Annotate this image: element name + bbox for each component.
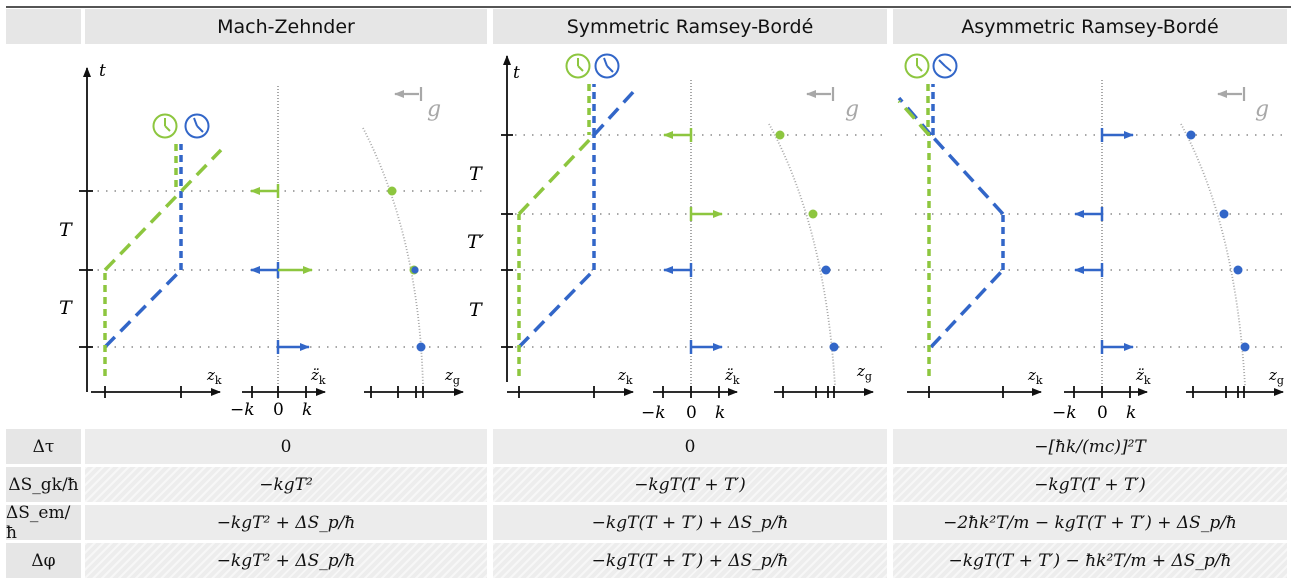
clock-icon-green (904, 53, 930, 79)
tick-label-plus-k: k (302, 400, 312, 420)
momentum-kick-arrows (1074, 128, 1134, 354)
acceleration-axis-label: z̈k (310, 366, 326, 387)
cell-proper-time-symmetric: 0 (493, 429, 887, 464)
trajectory-point (775, 130, 785, 140)
acceleration-axis-label: z̈k (1135, 366, 1151, 387)
tick-label-zero: 0 (1097, 403, 1108, 423)
interval-label-T: T (469, 163, 483, 185)
interferometer-paths (103, 144, 223, 376)
cell-em-action-asymmetric: −2ħk²T/m − kgT(T + T′) + ΔS_p/ħ (893, 505, 1287, 540)
cell-phase-mach-zehnder: −kgT² + ΔS_p/ħ (85, 543, 487, 578)
trajectory-point (829, 342, 839, 352)
mach-zehnder-diagram: t T T zk z̈k −k 0 k zg g (59, 61, 485, 420)
tick-label-minus-k: −k (641, 403, 666, 423)
tick-label-plus-k: k (715, 403, 725, 423)
trajectory-point (411, 266, 419, 274)
tick-label-minus-k: −k (1052, 403, 1077, 423)
tick-label-zero: 0 (273, 400, 284, 420)
cell-em-action-symmetric: −kgT(T + T′) + ΔS_p/ħ (493, 505, 887, 540)
trajectory-point (1240, 342, 1250, 352)
clock-icon-blue (184, 113, 210, 139)
free-fall-trajectory (362, 127, 424, 387)
symmetric-ramsey-borde-diagram: t T T′ T zk z̈k −k 0 k zg g (467, 53, 885, 423)
time-axis-label: t (99, 61, 106, 81)
trajectory-point (821, 265, 831, 275)
interval-label-T: T (59, 297, 73, 319)
table-top-rule (6, 6, 1291, 8)
cell-proper-time-mach-zehnder: 0 (85, 429, 487, 464)
gravity-label: g (845, 97, 859, 122)
tick-label-zero: 0 (686, 403, 697, 423)
cell-em-action-mach-zehnder: −kgT² + ΔS_p/ħ (85, 505, 487, 540)
row-label-gk-action: ΔS_gk/ħ (6, 467, 81, 502)
cell-gk-action-symmetric: −kgT(T + T′) (493, 467, 887, 502)
pulse-time-gridlines (515, 134, 885, 348)
momentum-kick-arrows (663, 128, 723, 354)
tick-label-minus-k: −k (230, 400, 255, 420)
trajectory-point (808, 209, 818, 219)
zg-axis-label: zg (856, 362, 872, 383)
zg-axis-label: zg (1268, 366, 1284, 387)
cell-gk-action-asymmetric: −kgT(T + T′) (893, 467, 1287, 502)
zg-axis-label: zg (444, 366, 460, 387)
trajectory-point (1219, 209, 1229, 219)
time-axis-label: t (513, 63, 520, 83)
trajectory-point (1186, 130, 1196, 140)
tick-label-plus-k: k (1126, 403, 1136, 423)
pulse-time-gridlines (915, 134, 1285, 348)
gravity-label: g (427, 97, 441, 122)
clock-icon-blue (594, 53, 620, 79)
gravity-label: g (1255, 97, 1269, 122)
time-axis-ticks (79, 190, 93, 348)
clock-icon-green (152, 113, 178, 139)
free-fall-trajectory (768, 123, 836, 387)
asymmetric-ramsey-borde-diagram: zk z̈k −k 0 k zg g (897, 53, 1285, 423)
cell-proper-time-asymmetric: −[ħk/(mc)]²T (893, 429, 1287, 464)
clock-icon-green (565, 53, 591, 79)
trajectory-point (387, 186, 397, 196)
acceleration-axis-label: z̈k (724, 366, 740, 387)
interval-label-T: T (59, 219, 73, 241)
cell-phase-asymmetric: −kgT(T + T′) − ħk²T/m + ΔS_p/ħ (893, 543, 1287, 578)
column-header-symmetric-ramsey-borde: Symmetric Ramsey-Bordé (493, 9, 887, 44)
interval-label-T: T (469, 299, 483, 321)
momentum-kick-arrows (250, 184, 313, 354)
cell-gk-action-mach-zehnder: −kgT² (85, 467, 487, 502)
interferometer-paths (517, 84, 637, 376)
clock-icon-blue (932, 53, 958, 79)
trajectory-point (1233, 265, 1243, 275)
row-label-phase: Δφ (6, 543, 81, 578)
column-header-mach-zehnder: Mach-Zehnder (85, 9, 487, 44)
cell-phase-symmetric: −kgT(T + T′) + ΔS_p/ħ (493, 543, 887, 578)
row-label-proper-time: Δτ (6, 429, 81, 464)
interferometer-paths (897, 84, 1005, 376)
zk-axis-label: zk (617, 366, 633, 387)
column-header-asymmetric-ramsey-borde: Asymmetric Ramsey-Bordé (893, 9, 1287, 44)
trajectory-point (416, 342, 426, 352)
zk-axis-label: zk (206, 366, 222, 387)
corner-header-cell (6, 9, 81, 44)
zk-axis-label: zk (1027, 366, 1043, 387)
row-label-em-action: ΔS_em/ħ (6, 503, 81, 543)
interval-label-T-prime: T′ (467, 231, 485, 253)
